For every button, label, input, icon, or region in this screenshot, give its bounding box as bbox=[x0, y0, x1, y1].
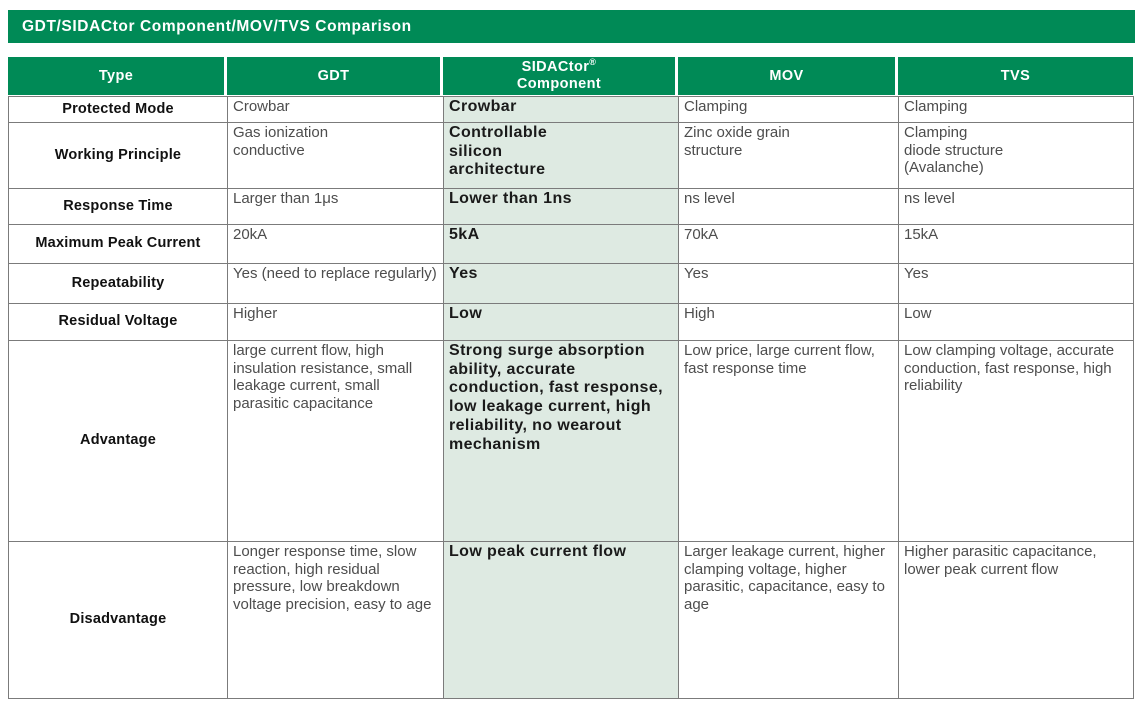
row-label-protected-mode: Protected Mode bbox=[8, 96, 228, 123]
table-header-row: Type GDT SIDACtor® Component MOV TVS bbox=[8, 57, 1133, 95]
cell-working-principle-sidactor: Controllable silicon architecture bbox=[443, 122, 679, 189]
cell-residual-voltage-sidactor: Low bbox=[443, 303, 679, 341]
cell-maximum-peak-current-mov: 70kA bbox=[678, 224, 899, 264]
cell-disadvantage-tvs: Higher parasitic capacitance, lower peak… bbox=[898, 541, 1134, 699]
cell-response-time-sidactor: Lower than 1ns bbox=[443, 188, 679, 225]
cell-response-time-gdt: Larger than 1μs bbox=[227, 188, 444, 225]
column-header-tvs: TVS bbox=[898, 57, 1133, 95]
comparison-table: Protected Mode Crowbar Crowbar Clamping … bbox=[8, 96, 1134, 699]
column-header-mov: MOV bbox=[678, 57, 898, 95]
row-label-disadvantage: Disadvantage bbox=[8, 541, 228, 699]
cell-protected-mode-gdt: Crowbar bbox=[227, 96, 444, 123]
row-label-working-principle: Working Principle bbox=[8, 122, 228, 189]
cell-working-principle-gdt: Gas ionization conductive bbox=[227, 122, 444, 189]
table-row-protected-mode: Protected Mode Crowbar Crowbar Clamping … bbox=[8, 96, 1134, 123]
cell-residual-voltage-gdt: Higher bbox=[227, 303, 444, 341]
row-label-advantage: Advantage bbox=[8, 340, 228, 542]
row-label-response-time: Response Time bbox=[8, 188, 228, 225]
table-row-advantage: Advantage large current flow, high insul… bbox=[8, 340, 1134, 542]
cell-residual-voltage-tvs: Low bbox=[898, 303, 1134, 341]
cell-protected-mode-sidactor: Crowbar bbox=[443, 96, 679, 123]
cell-advantage-tvs: Low clamping voltage, accurate conductio… bbox=[898, 340, 1134, 542]
row-label-repeatability: Repeatability bbox=[8, 263, 228, 304]
page-title: GDT/SIDACtor Component/MOV/TVS Compariso… bbox=[22, 17, 412, 35]
column-header-sidactor: SIDACtor® Component bbox=[443, 57, 678, 95]
registered-trademark-symbol: ® bbox=[589, 57, 597, 68]
cell-repeatability-tvs: Yes bbox=[898, 263, 1134, 304]
cell-advantage-gdt: large current flow, high insulation resi… bbox=[227, 340, 444, 542]
title-bar: GDT/SIDACtor Component/MOV/TVS Compariso… bbox=[8, 10, 1135, 43]
cell-advantage-mov: Low price, large current flow, fast resp… bbox=[678, 340, 899, 542]
cell-protected-mode-tvs: Clamping bbox=[898, 96, 1134, 123]
cell-residual-voltage-mov: High bbox=[678, 303, 899, 341]
cell-repeatability-mov: Yes bbox=[678, 263, 899, 304]
cell-working-principle-tvs: Clamping diode structure (Avalanche) bbox=[898, 122, 1134, 189]
row-label-residual-voltage: Residual Voltage bbox=[8, 303, 228, 341]
cell-disadvantage-mov: Larger leakage current, higher clamping … bbox=[678, 541, 899, 699]
cell-advantage-sidactor: Strong surge absorption ability, accurat… bbox=[443, 340, 679, 542]
table-row-working-principle: Working Principle Gas ionization conduct… bbox=[8, 122, 1134, 189]
cell-protected-mode-mov: Clamping bbox=[678, 96, 899, 123]
cell-response-time-tvs: ns level bbox=[898, 188, 1134, 225]
cell-response-time-mov: ns level bbox=[678, 188, 899, 225]
cell-repeatability-gdt: Yes (need to replace regularly) bbox=[227, 263, 444, 304]
cell-disadvantage-sidactor: Low peak current flow bbox=[443, 541, 679, 699]
cell-maximum-peak-current-gdt: 20kA bbox=[227, 224, 444, 264]
cell-repeatability-sidactor: Yes bbox=[443, 263, 679, 304]
table-row-repeatability: Repeatability Yes (need to replace regul… bbox=[8, 263, 1134, 304]
row-label-maximum-peak-current: Maximum Peak Current bbox=[8, 224, 228, 264]
cell-disadvantage-gdt: Longer response time, slow reaction, hig… bbox=[227, 541, 444, 699]
cell-maximum-peak-current-sidactor: 5kA bbox=[443, 224, 679, 264]
table-row-disadvantage: Disadvantage Longer response time, slow … bbox=[8, 541, 1134, 699]
column-header-type: Type bbox=[8, 57, 227, 95]
table-row-residual-voltage: Residual Voltage Higher Low High Low bbox=[8, 303, 1134, 341]
cell-working-principle-mov: Zinc oxide grain structure bbox=[678, 122, 899, 189]
column-header-gdt: GDT bbox=[227, 57, 443, 95]
cell-maximum-peak-current-tvs: 15kA bbox=[898, 224, 1134, 264]
table-row-response-time: Response Time Larger than 1μs Lower than… bbox=[8, 188, 1134, 225]
table-row-maximum-peak-current: Maximum Peak Current 20kA 5kA 70kA 15kA bbox=[8, 224, 1134, 264]
